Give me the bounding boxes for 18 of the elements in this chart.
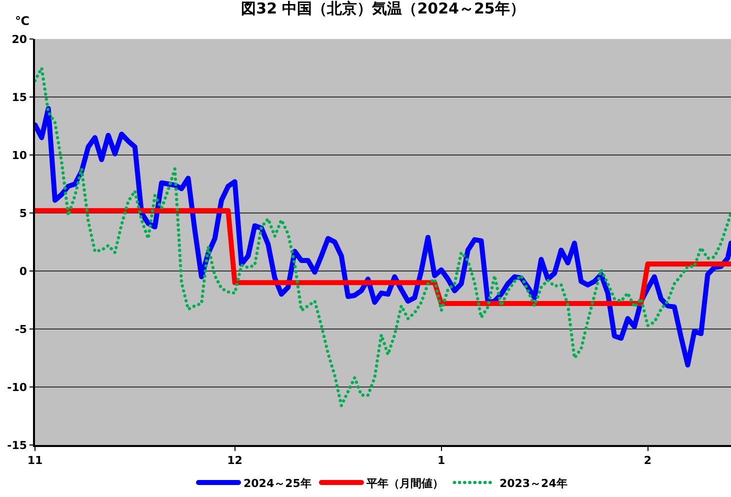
legend-label: 2023～24年 <box>499 476 568 490</box>
x-tick-label: 12 <box>227 454 242 467</box>
y-tick-label: -15 <box>7 438 28 452</box>
x-tick-label: 2 <box>644 454 652 467</box>
y-tick-label: 10 <box>12 148 28 162</box>
line-series <box>35 66 731 408</box>
y-tick-label: 0 <box>19 264 28 278</box>
y-tick-label: 20 <box>12 32 28 46</box>
x-tick-label: 11 <box>27 454 43 467</box>
legend-label: 平年（月間値） <box>365 476 444 490</box>
legend-label: 2024～25年 <box>244 476 312 490</box>
y-tick-label: -5 <box>14 322 28 336</box>
y-tick-label: 5 <box>19 206 28 220</box>
chart-title: 図32 中国（北京）気温（2024～25年） <box>241 0 525 18</box>
y-tick-label: 15 <box>12 90 28 104</box>
y-tick-label: -10 <box>7 380 28 394</box>
x-tick-label: 1 <box>437 454 446 467</box>
y-axis-title: ℃ <box>15 14 30 28</box>
